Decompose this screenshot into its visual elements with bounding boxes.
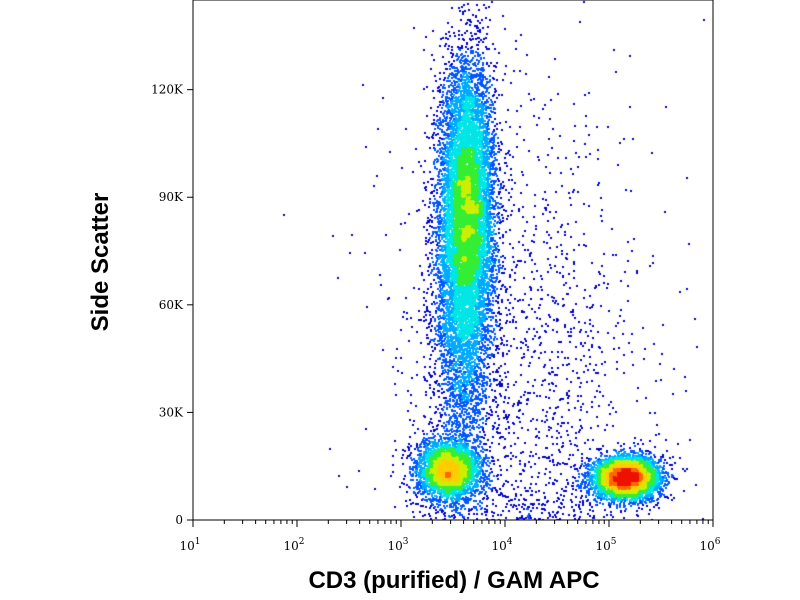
y-tick-label: 30K bbox=[159, 405, 184, 419]
y-ticks: 0 30K 60K 90K 120K bbox=[151, 83, 193, 527]
plot-frame bbox=[192, 0, 714, 521]
x-axis-title: CD3 (purified) / GAM APC bbox=[308, 567, 599, 594]
y-tick-label: 60K bbox=[159, 298, 184, 312]
y-tick-label: 0 bbox=[175, 513, 183, 527]
x-ticks: 101 102 103 104 105 106 bbox=[179, 520, 721, 553]
y-tick-label: 120K bbox=[151, 83, 184, 97]
y-tick-label: 90K bbox=[159, 190, 184, 204]
x-tick-label: 101 bbox=[179, 537, 200, 553]
x-tick-label: 103 bbox=[387, 537, 408, 553]
y-axis-title: Side Scatter bbox=[87, 193, 114, 332]
x-tick-label: 105 bbox=[595, 537, 616, 553]
x-tick-label: 104 bbox=[491, 537, 512, 553]
x-tick-label: 102 bbox=[283, 537, 304, 553]
density-dots bbox=[193, 0, 713, 520]
x-tick-label: 106 bbox=[699, 537, 720, 553]
